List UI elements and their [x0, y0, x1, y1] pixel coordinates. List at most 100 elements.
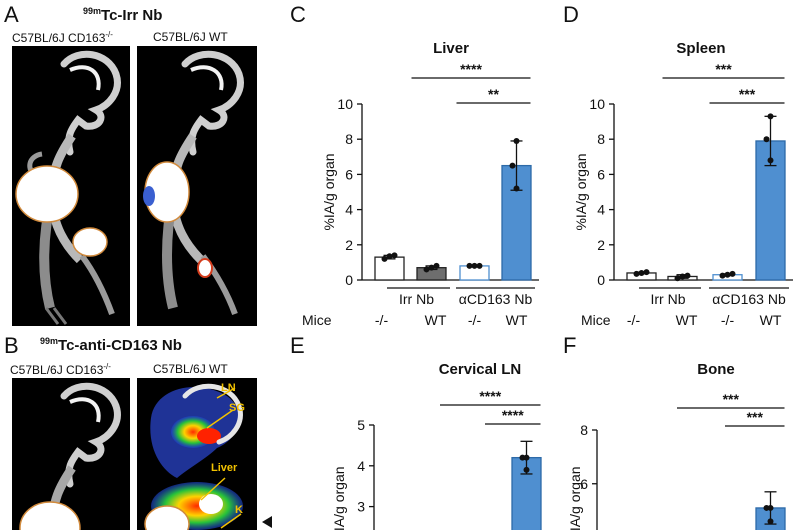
y-tick-label: 3	[357, 499, 365, 515]
y-tick-label: 2	[345, 237, 353, 253]
significance-label: ***	[723, 391, 740, 407]
group-label: Irr Nb	[399, 291, 434, 307]
organ-label-k: K	[235, 504, 243, 516]
chart-title: Bone	[697, 361, 735, 378]
y-tick-label: 10	[589, 96, 605, 112]
data-point	[719, 272, 726, 279]
y-tick-label: 4	[357, 458, 365, 474]
mice-genotype-label: -/-	[721, 312, 735, 328]
data-point	[391, 252, 398, 259]
chart-title: Liver	[433, 40, 469, 57]
mice-genotype-label: WT	[676, 312, 698, 328]
y-tick-label: 6	[580, 476, 588, 492]
data-point	[763, 136, 770, 143]
significance-label: **	[488, 86, 499, 102]
spect-image-a-wildtype	[137, 46, 257, 326]
data-point	[638, 269, 645, 276]
significance-label: ****	[502, 407, 524, 423]
organ-label-sg: SG	[229, 402, 245, 414]
panel-b-right-label: C57BL/6J WT	[153, 362, 228, 376]
group-label: Irr Nb	[651, 291, 686, 307]
data-point	[513, 137, 520, 144]
data-point	[767, 157, 774, 164]
y-tick-label: 6	[597, 166, 605, 182]
mice-row-label: Mice	[302, 312, 332, 328]
data-point	[679, 273, 686, 280]
arrowhead-icon	[262, 516, 272, 528]
data-point	[471, 262, 478, 269]
data-point	[381, 255, 388, 262]
data-point	[767, 504, 774, 511]
group-label: αCD163 Nb	[459, 291, 533, 307]
panel-letter-c: C	[290, 2, 306, 27]
data-point	[767, 113, 774, 120]
y-axis-label: %IA/g organ	[573, 153, 589, 230]
y-tick-label: 0	[597, 272, 605, 288]
data-point	[513, 185, 520, 192]
panel-letter-b: B	[4, 333, 19, 358]
data-point	[674, 275, 681, 282]
data-point	[767, 518, 774, 525]
panel-letter-e: E	[290, 333, 305, 358]
significance-label: ****	[479, 388, 501, 404]
mice-genotype-label: -/-	[627, 312, 641, 328]
y-tick-label: 8	[597, 131, 605, 147]
data-point	[433, 262, 440, 269]
data-point	[684, 272, 691, 279]
spect-image-b-knockout	[12, 378, 130, 530]
y-axis-label: %IA/g organ	[321, 153, 337, 230]
data-point	[724, 271, 731, 278]
y-tick-label: 10	[337, 96, 353, 112]
mice-row-label: Mice	[581, 312, 611, 328]
chart-title: Cervical LN	[439, 361, 522, 378]
significance-label: ***	[739, 86, 756, 102]
panel-a-right-label: C57BL/6J WT	[153, 30, 228, 44]
y-tick-label: 8	[580, 422, 588, 438]
panel-a-left-label: C57BL/6J CD163-/-	[12, 30, 113, 45]
chart-title: Spleen	[676, 40, 725, 57]
data-point	[428, 264, 435, 271]
data-point	[423, 266, 430, 273]
y-tick-label: 8	[345, 131, 353, 147]
mice-genotype-label: WT	[425, 312, 447, 328]
panel-letter-d: D	[563, 2, 579, 27]
data-point	[509, 162, 516, 169]
mice-genotype-label: -/-	[468, 312, 482, 328]
data-point	[633, 270, 640, 277]
data-point	[643, 269, 650, 276]
spect-image-a-knockout	[12, 46, 130, 326]
y-axis-label: %IA/g organ	[331, 466, 347, 530]
mice-genotype-label: -/-	[375, 312, 389, 328]
mice-genotype-label: WT	[760, 312, 782, 328]
group-label: αCD163 Nb	[712, 291, 786, 307]
organ-label-ln: LN	[221, 382, 236, 394]
significance-label: ***	[747, 409, 764, 425]
y-tick-label: 4	[345, 202, 353, 218]
significance-label: ****	[460, 61, 482, 77]
panel-letter-f: F	[563, 333, 577, 358]
y-axis-label: %IA/g organ	[567, 466, 583, 530]
y-tick-label: 2	[597, 237, 605, 253]
data-point	[386, 253, 393, 260]
significance-label: ***	[715, 61, 732, 77]
y-tick-label: 6	[345, 166, 353, 182]
mice-genotype-label: WT	[506, 312, 528, 328]
y-tick-label: 0	[345, 272, 353, 288]
data-point	[729, 270, 736, 277]
organ-label-liver: Liver	[211, 462, 238, 474]
y-tick-label: 5	[357, 417, 365, 433]
spect-image-b-wildtype: LN SG Liver K	[137, 378, 257, 530]
data-point	[523, 466, 530, 473]
panel-a-title: 99mTc-Irr Nb	[83, 6, 163, 24]
panel-letter-a: A	[4, 2, 19, 27]
data-point	[466, 262, 473, 269]
data-point	[476, 262, 483, 269]
data-point	[523, 454, 530, 461]
panel-b-left-label: C57BL/6J CD163-/-	[10, 362, 111, 377]
y-tick-label: 4	[597, 202, 605, 218]
panel-b-title: 99mTc-anti-CD163 Nb	[40, 336, 182, 354]
